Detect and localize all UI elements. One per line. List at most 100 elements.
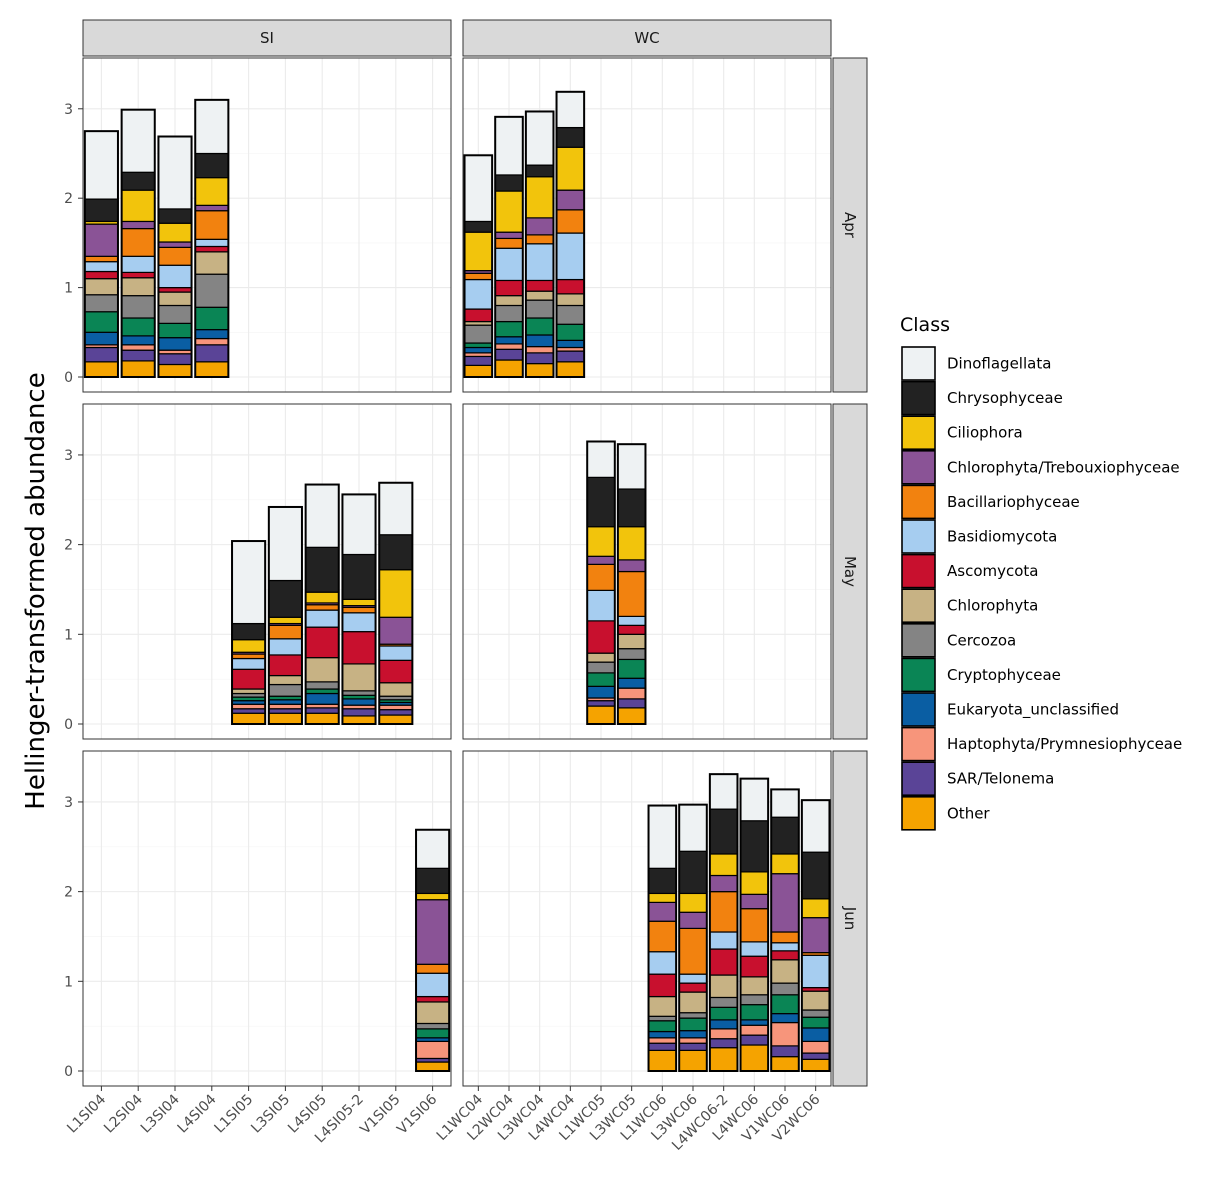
segment-cercozoa bbox=[678, 1012, 708, 1019]
segment-basidiomycota bbox=[378, 645, 413, 661]
segment-cercozoa bbox=[415, 1022, 450, 1030]
legend-label: Cryptophyceae bbox=[947, 666, 1061, 684]
segment-ascomycota bbox=[586, 620, 616, 654]
segment-chrysophyceae bbox=[121, 171, 156, 191]
legend-key bbox=[901, 692, 936, 727]
segment-basidiomycota bbox=[617, 615, 647, 626]
segment-sar-telonema bbox=[268, 708, 303, 714]
legend-item-ascomycota: Ascomycota bbox=[901, 553, 1039, 589]
segment-basidiomycota bbox=[678, 973, 708, 984]
segment-sar-telonema bbox=[525, 352, 555, 365]
legend-item-basidiomycota: Basidiomycota bbox=[901, 519, 1057, 554]
segment-dinoflagellata bbox=[463, 154, 493, 223]
legend-label: Eukaryota_unclassified bbox=[947, 701, 1119, 720]
segment-sar-telonema bbox=[463, 355, 493, 366]
bar-l4wc06 bbox=[739, 777, 770, 1072]
segment-cercozoa bbox=[268, 683, 303, 697]
segment-basidiomycota bbox=[463, 278, 493, 310]
y-tick-label: 3 bbox=[64, 102, 73, 118]
segment-chlorophyta bbox=[341, 663, 377, 692]
segment-haptophyta-prymnesiophyceae bbox=[231, 703, 266, 710]
segment-dinoflagellata bbox=[555, 91, 585, 129]
segment-chrysophyceae bbox=[555, 126, 585, 148]
segment-chrysophyceae bbox=[341, 553, 377, 600]
segment-eukaryota-unclassified bbox=[121, 335, 156, 346]
segment-chlorophyta bbox=[415, 1001, 450, 1025]
segment-dinoflagellata bbox=[617, 443, 647, 490]
bar-l1si05 bbox=[231, 540, 267, 725]
segment-chrysophyceae bbox=[268, 579, 303, 618]
bar-outline bbox=[231, 540, 267, 725]
strip-may bbox=[832, 403, 868, 740]
segment-chlorophyta-trebouxiophyceae bbox=[586, 555, 616, 565]
segment-ciliophora bbox=[525, 176, 555, 219]
segment-chrysophyceae bbox=[463, 220, 493, 233]
segment-ciliophora bbox=[678, 892, 708, 913]
segment-ascomycota bbox=[84, 270, 119, 280]
legend-label: SAR/Telonema bbox=[947, 770, 1054, 788]
bar-outline bbox=[524, 110, 555, 378]
segment-cryptophyceae bbox=[678, 1017, 708, 1032]
y-tick-label: 1 bbox=[64, 627, 73, 643]
segment-basidiomycota bbox=[305, 609, 340, 628]
segment-chlorophyta bbox=[709, 974, 739, 999]
segment-eukaryota-unclassified bbox=[157, 337, 193, 351]
segment-eukaryota-unclassified bbox=[463, 346, 493, 354]
segment-bacillariophyceae bbox=[121, 227, 156, 257]
y-tick-label: 2 bbox=[64, 191, 73, 207]
bar-outline bbox=[555, 90, 586, 378]
segment-other bbox=[555, 361, 585, 378]
bar-v1si06 bbox=[415, 828, 451, 1072]
segment-ascomycota bbox=[647, 973, 677, 998]
segment-chlorophyta bbox=[378, 682, 413, 697]
legend-label: Ciliophora bbox=[947, 424, 1023, 442]
legend-label: Chlorophyta bbox=[947, 597, 1038, 615]
segment-other bbox=[157, 363, 193, 378]
segment-ciliophora bbox=[415, 892, 450, 901]
segment-chrysophyceae bbox=[770, 816, 800, 855]
legend-item-bacillariophyceae: Bacillariophyceae bbox=[901, 484, 1080, 520]
segment-cercozoa bbox=[801, 1009, 831, 1018]
segment-dinoflagellata bbox=[586, 440, 616, 478]
segment-basidiomycota bbox=[555, 232, 585, 281]
y-axes: 0 1 2 3 0 1 2 3 0 1 2 3 bbox=[64, 102, 83, 1080]
strip-label-jun: Jun bbox=[841, 906, 859, 930]
segment-bacillariophyceae bbox=[494, 237, 524, 249]
segment-ciliophora bbox=[378, 569, 413, 618]
y-axis-title: Hellinger-transformed abundance bbox=[21, 372, 51, 809]
legend-label: Other bbox=[947, 804, 990, 822]
bar-outline bbox=[267, 505, 303, 725]
legend-item-chlorophyta-trebouxiophyceae: Chlorophyta/Trebouxiophyceae bbox=[901, 449, 1180, 485]
facet-strips: SI WC Apr May Jun bbox=[82, 19, 868, 1087]
segment-ascomycota bbox=[341, 631, 377, 665]
segment-ascomycota bbox=[157, 286, 193, 293]
segment-ascomycota bbox=[617, 624, 647, 635]
panel-may-si bbox=[82, 403, 452, 740]
segment-chlorophyta-trebouxiophyceae bbox=[739, 893, 769, 910]
segment-chlorophyta-trebouxiophyceae bbox=[801, 917, 831, 954]
segment-haptophyta-prymnesiophyceae bbox=[647, 1037, 677, 1044]
segment-dinoflagellata bbox=[770, 788, 800, 818]
segment-chrysophyceae bbox=[494, 174, 524, 192]
segment-ascomycota bbox=[525, 279, 555, 292]
bar-outline bbox=[678, 803, 708, 1072]
legend-item-chrysophyceae: Chrysophyceae bbox=[901, 380, 1063, 416]
segment-cercozoa bbox=[157, 304, 193, 324]
segment-basidiomycota bbox=[525, 243, 555, 282]
strip-label-si: SI bbox=[260, 29, 274, 47]
legend-key bbox=[901, 553, 936, 589]
segment-cercozoa bbox=[494, 304, 524, 323]
segment-ciliophora bbox=[709, 853, 739, 877]
segment-ciliophora bbox=[494, 190, 524, 233]
bar-l3si05 bbox=[267, 505, 303, 725]
bar-l4wc06-2 bbox=[708, 773, 739, 1072]
segment-bacillariophyceae bbox=[157, 246, 193, 266]
y-tick-label: 0 bbox=[64, 370, 73, 386]
segment-eukaryota-unclassified bbox=[709, 1019, 739, 1030]
bar-l3wc04 bbox=[524, 110, 555, 378]
bar-outline bbox=[378, 481, 414, 725]
segment-dinoflagellata bbox=[494, 116, 524, 176]
segment-bacillariophyceae bbox=[341, 606, 377, 614]
panel-jun-wc bbox=[462, 750, 832, 1087]
segment-eukaryota-unclassified bbox=[586, 685, 616, 699]
